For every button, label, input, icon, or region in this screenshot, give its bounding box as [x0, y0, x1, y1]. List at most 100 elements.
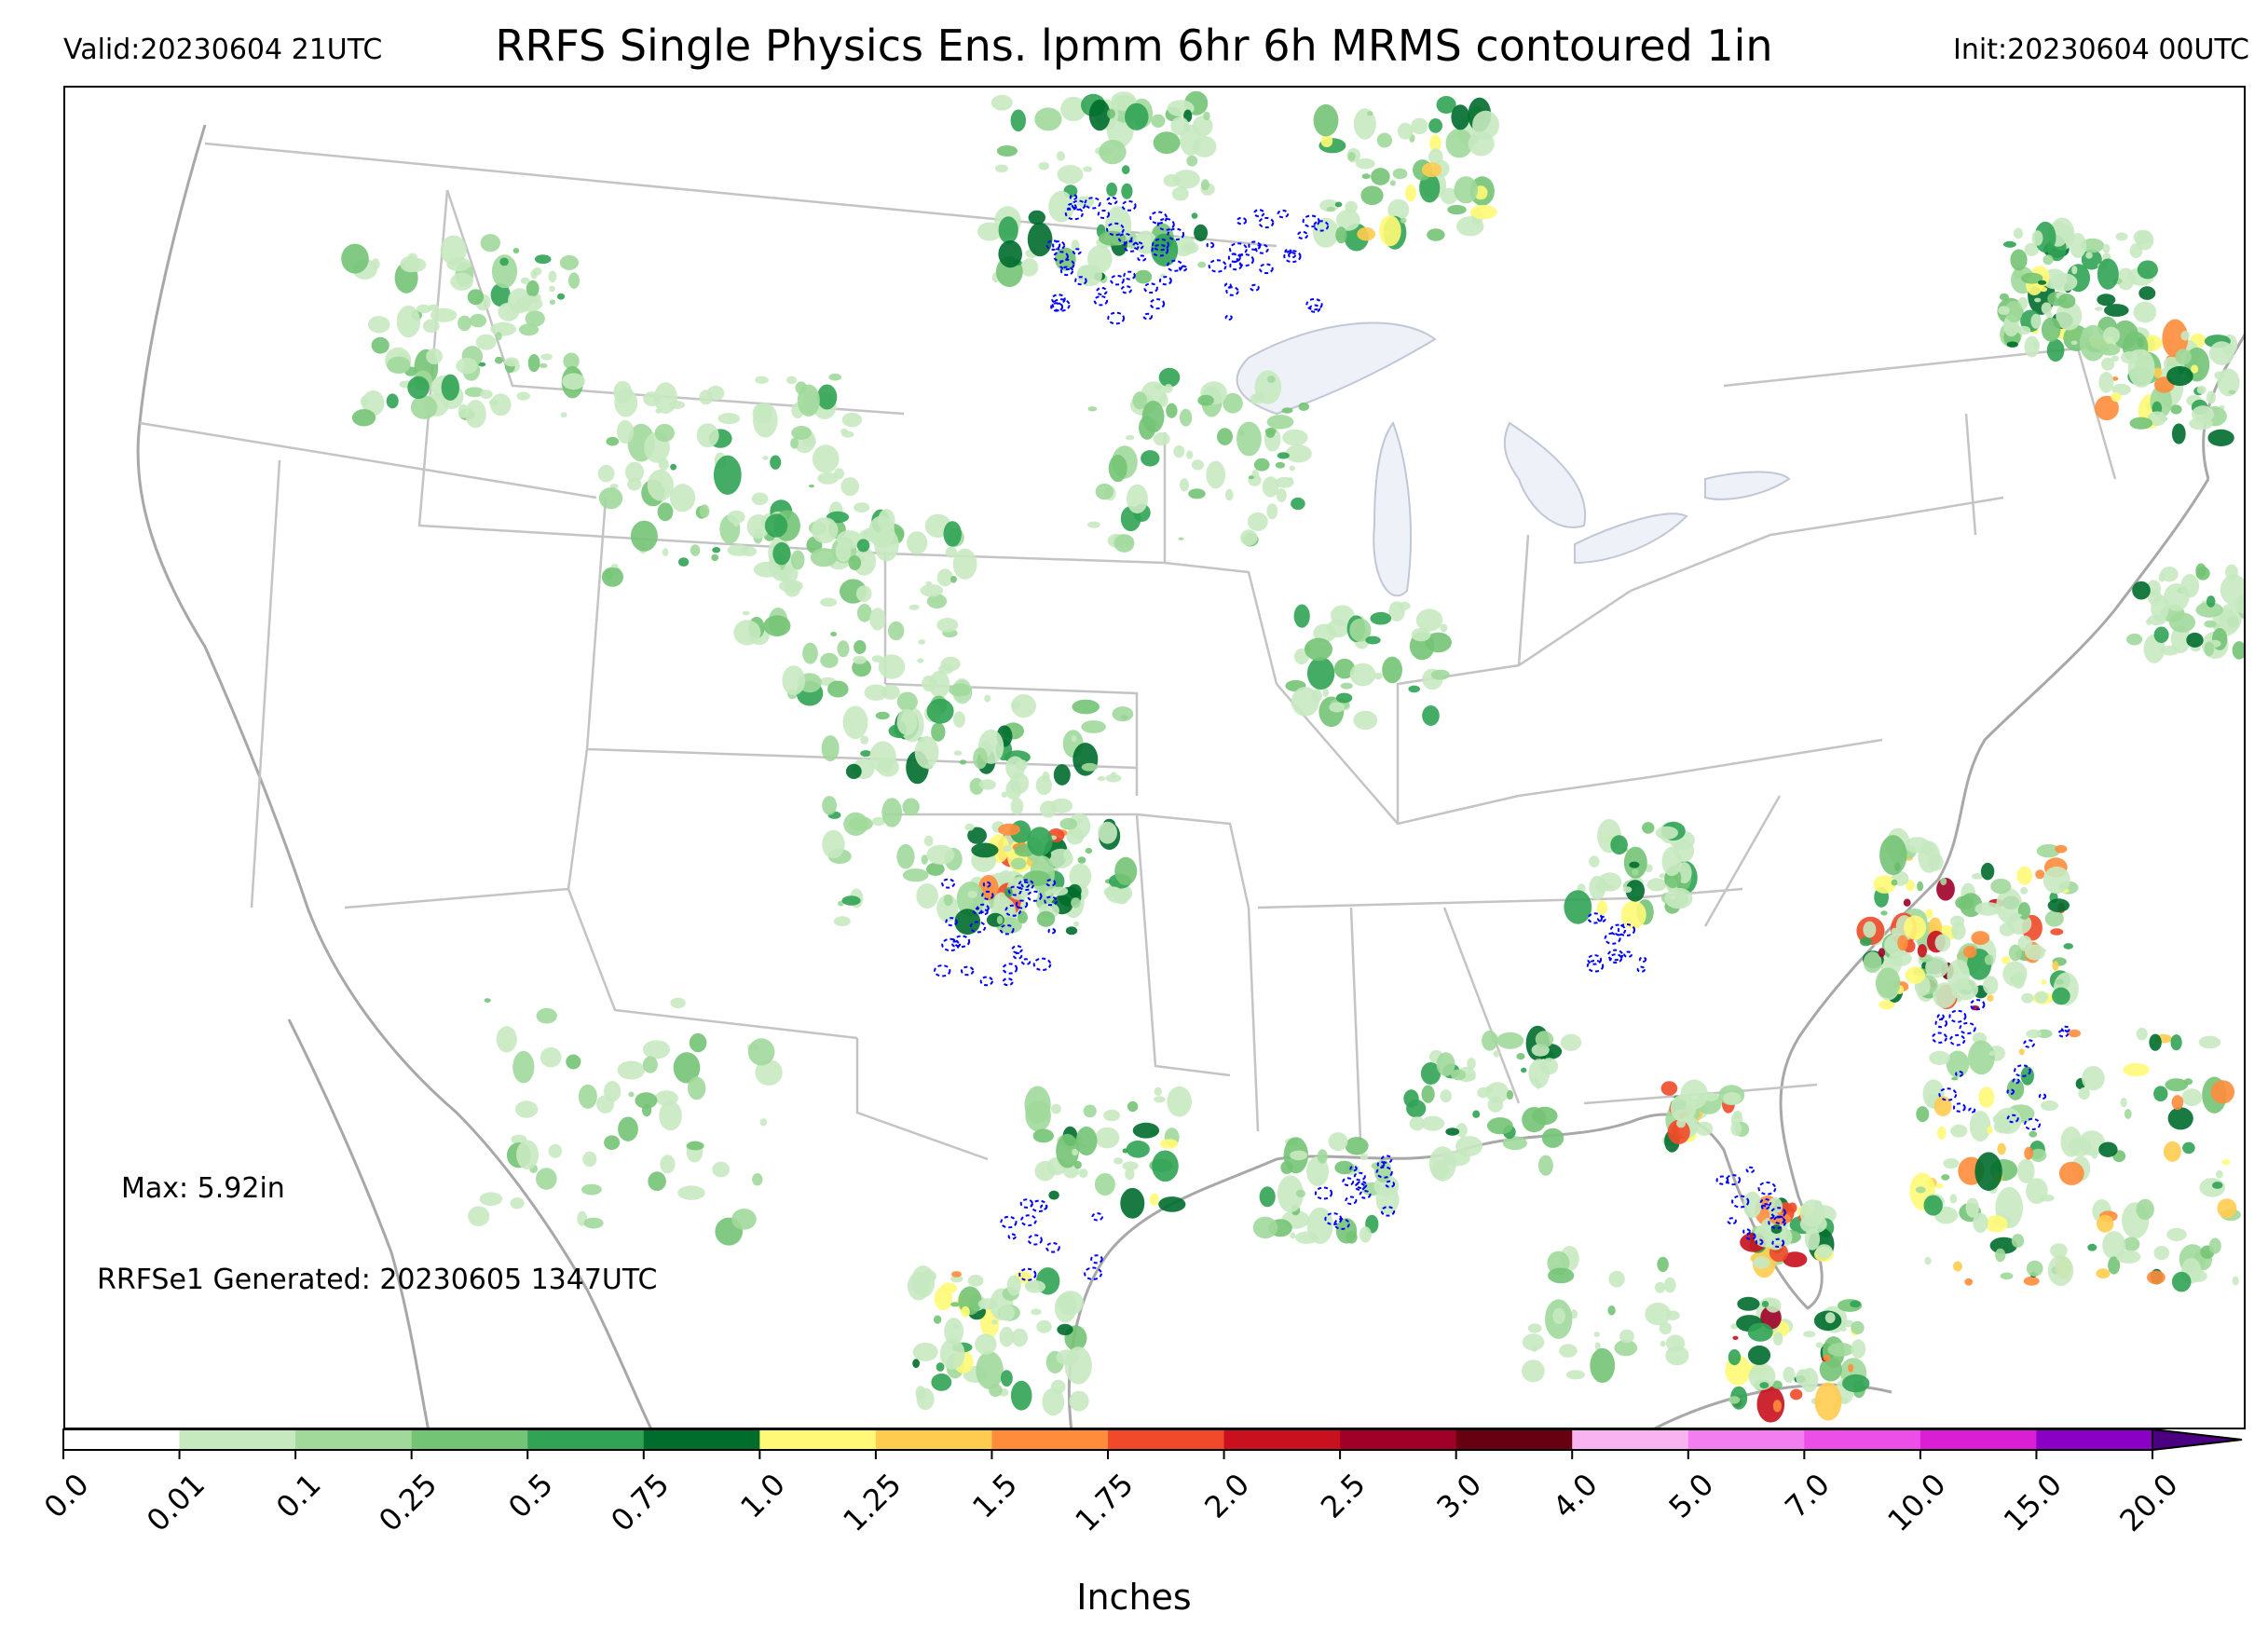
mrms-contour	[1250, 283, 1260, 292]
precip-blob	[1951, 1076, 1959, 1081]
precip-blob	[2029, 1148, 2047, 1162]
precip-blob	[2050, 273, 2078, 292]
precip-blob	[1540, 1058, 1559, 1075]
precip-blob	[1121, 165, 1130, 175]
precip-blob	[1056, 1349, 1079, 1365]
precip-blob	[1990, 878, 2012, 895]
colorbar-cell	[295, 1429, 413, 1450]
precip-blob	[1277, 1175, 1304, 1213]
precip-blob	[1768, 1196, 1783, 1216]
precip-blob	[598, 487, 623, 510]
precip-blob	[1659, 873, 1666, 879]
precip-blob	[1765, 1297, 1782, 1313]
mrms-contour	[1607, 949, 1624, 962]
precip-blob	[2000, 1272, 2014, 1280]
precip-blob	[2153, 1246, 2170, 1261]
precip-blob	[1277, 488, 1287, 503]
mrms-contour	[1324, 1212, 1343, 1226]
precip-blob	[601, 567, 624, 587]
precip-blob	[2002, 956, 2011, 964]
precip-blob	[662, 548, 669, 556]
precip-blob	[2078, 1130, 2106, 1156]
precip-blob	[763, 615, 791, 636]
precip-blob	[1971, 873, 1984, 880]
precip-blob	[1322, 688, 1329, 697]
precip-blob	[713, 455, 742, 495]
precip-blob	[2210, 1080, 2235, 1104]
precip-blob	[616, 419, 635, 444]
mrms-contour	[1044, 895, 1058, 907]
precip-blob	[853, 655, 867, 664]
precip-blob	[2029, 1130, 2038, 1138]
precip-blob	[1455, 1136, 1483, 1156]
lake-michigan	[1373, 420, 1413, 597]
precip-blob	[539, 362, 548, 368]
precip-blob	[1804, 1227, 1821, 1250]
precip-blob	[540, 353, 553, 361]
precip-blob	[1790, 1388, 1803, 1401]
precip-blob	[1127, 484, 1148, 513]
precip-blob	[1660, 1340, 1666, 1347]
precip-blob	[1860, 936, 1872, 947]
precip-blob	[2026, 1260, 2043, 1277]
precip-blob	[953, 711, 965, 728]
precip-blob	[717, 413, 741, 425]
precip-blob	[2104, 304, 2129, 317]
precip-blob	[1848, 1363, 1854, 1373]
precip-blob	[2070, 340, 2078, 346]
mrms-contour	[1936, 1013, 1945, 1020]
precip-blob	[1905, 837, 1930, 854]
precip-blob	[786, 376, 798, 385]
mrms-contour	[934, 964, 951, 977]
precip-blob	[1783, 1251, 1808, 1267]
precip-blob	[1441, 187, 1458, 205]
precip-blob	[1085, 847, 1093, 854]
mrms-contour	[982, 881, 991, 888]
precip-blob	[2050, 928, 2064, 936]
precip-blob	[1761, 1301, 1769, 1307]
precip-blob	[1421, 162, 1442, 178]
precip-blob	[1320, 134, 1333, 147]
mrms-contour	[1084, 1266, 1102, 1280]
mrms-contour	[1236, 216, 1248, 226]
precip-blob	[1355, 157, 1375, 170]
precip-blob	[1191, 459, 1204, 471]
precip-blob	[1451, 1069, 1467, 1081]
precip-blob	[2129, 243, 2143, 259]
precip-blob	[1998, 306, 2010, 315]
mrms-contour	[1018, 879, 1034, 892]
precip-blob	[540, 1046, 562, 1068]
precip-blob	[944, 1318, 963, 1346]
mrms-contour	[1773, 1215, 1785, 1224]
precip-blob	[1422, 705, 1440, 726]
precip-blob	[1153, 131, 1181, 155]
precip-blob	[878, 654, 906, 679]
lake-superior	[1236, 321, 1437, 416]
precip-blob	[1290, 1232, 1296, 1239]
precip-blob	[1259, 1186, 1276, 1208]
colorbar-cell	[1804, 1429, 1921, 1450]
mrms-contour	[952, 935, 971, 949]
precip-blob	[1306, 1156, 1330, 1186]
mrms-contour	[2024, 1117, 2042, 1131]
precip-blob	[1042, 1387, 1065, 1416]
precip-blob	[1917, 944, 1927, 958]
precip-blob	[1111, 772, 1117, 779]
precip-blob	[1421, 1085, 1435, 1103]
precip-blob	[2195, 602, 2223, 618]
precip-blob	[450, 272, 473, 291]
precip-blob	[2034, 991, 2048, 1004]
precip-blob	[1904, 915, 1927, 940]
precip-blob	[536, 1007, 557, 1024]
precip-blob	[772, 541, 791, 566]
precip-blob	[618, 1116, 638, 1141]
precip-blob	[1425, 632, 1452, 653]
precip-blob	[1345, 1137, 1369, 1155]
mrms-contour	[1074, 276, 1087, 286]
precip-blob	[1560, 1033, 1582, 1051]
colorbar-cell	[1455, 1429, 1573, 1450]
precip-blob	[916, 1387, 935, 1411]
precip-blob	[943, 521, 962, 547]
precip-blob	[1465, 1073, 1476, 1082]
precip-blob	[2221, 1159, 2231, 1166]
